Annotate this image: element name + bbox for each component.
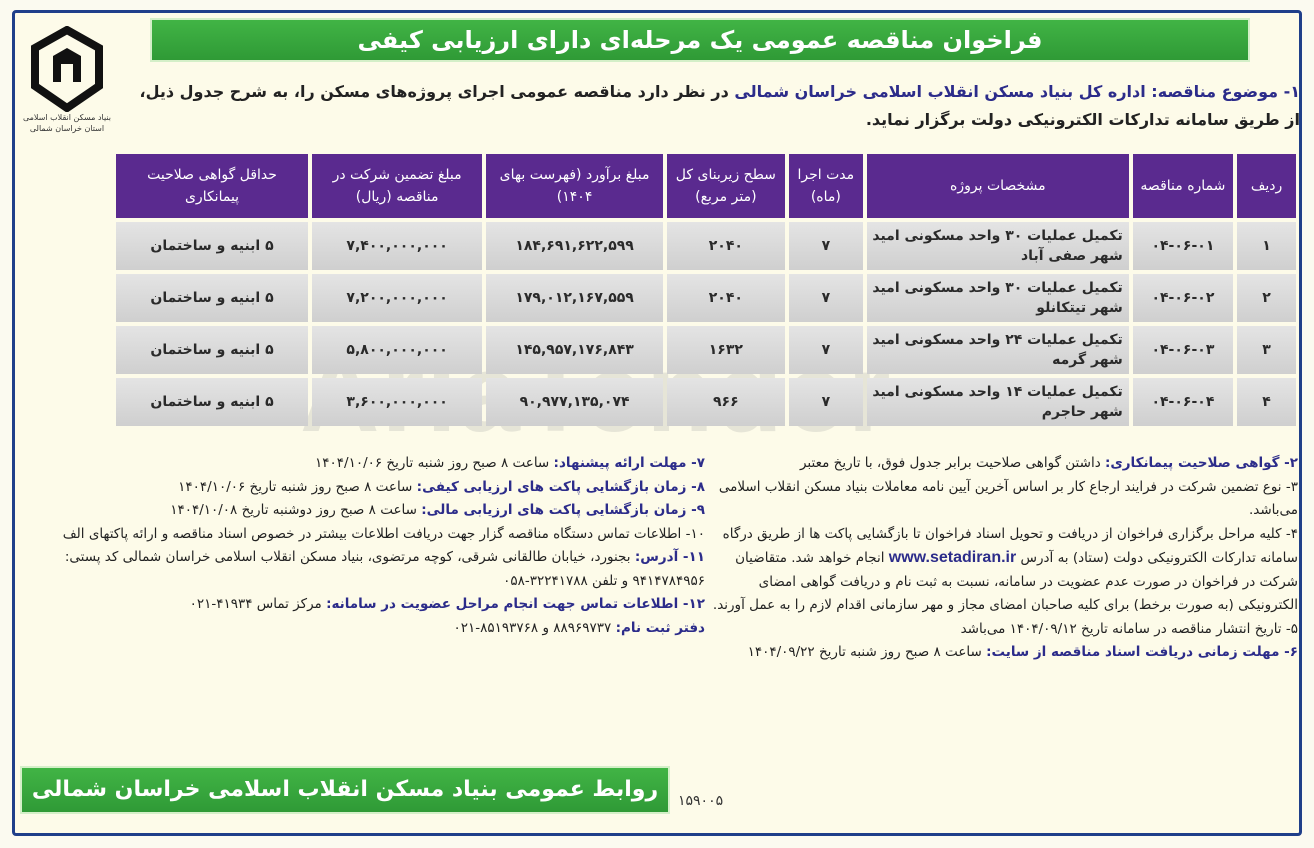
table-cell: ۷ xyxy=(788,222,863,270)
table-cell: ۹۶۶ xyxy=(666,378,785,426)
table-row: ۴ ۰۴-۰۶-۰۴ تکمیل عملیات ۱۴ واحد مسکونی امی… xyxy=(116,378,1296,426)
table-cell: ۹۰,۹۷۷,۱۳۵,۰۷۴ xyxy=(486,378,663,426)
table-cell: ۵ ابنیه و ساختمان xyxy=(116,378,309,426)
table-cell: ۷ xyxy=(788,326,863,374)
intro-paragraph: ۱- موضوع مناقصه: اداره کل بنیاد مسکن انق… xyxy=(120,78,1300,134)
setadiran-link[interactable]: www.setadiran.ir xyxy=(888,549,1017,566)
condition-text: ۵- تاریخ انتشار مناقصه در سامانه تاریخ ۱… xyxy=(960,620,1298,637)
table-cell: ۷ xyxy=(788,378,863,426)
table-cell: تکمیل عملیات ۳۰ واحد مسکونی امید شهر صفی… xyxy=(866,222,1129,270)
column-header: ردیف xyxy=(1237,154,1296,218)
table-cell: ۷ xyxy=(788,274,863,322)
table-cell: ۱ xyxy=(1237,222,1296,270)
conditions-right: ۲- گواهی صلاحیت پیمانکاری: داشتن گواهی ص… xyxy=(710,452,1298,665)
table-cell: ۰۴-۰۶-۰۳ xyxy=(1132,326,1234,374)
table-cell: ۱۸۴,۶۹۱,۶۲۲,۵۹۹ xyxy=(486,222,663,270)
condition-text: ۸۸۹۶۹۷۳۷ و ۸۵۱۹۳۷۶۸-۰۲۱ xyxy=(453,619,612,636)
condition-label: ۶- مهلت زمانی دریافت اسناد مناقصه از سای… xyxy=(986,644,1298,660)
condition-text: داشتن گواهی صلاحیت برابر جدول فوق، با تا… xyxy=(799,455,1101,471)
intro-label: ۱- موضوع مناقصه: xyxy=(1151,82,1300,101)
condition-item: دفتر ثبت نام: ۸۸۹۶۹۷۳۷ و ۸۵۱۹۳۷۶۸-۰۲۱ xyxy=(40,617,705,641)
logo: بنیاد مسکن انقلاب اسلامی استان خراسان شم… xyxy=(22,26,112,176)
table-cell: ۴ xyxy=(1237,378,1296,426)
table-row: ۲ ۰۴-۰۶-۰۲ تکمیل عملیات ۳۰ واحد مسکونی امی… xyxy=(116,274,1296,322)
condition-text: ۴- کلیه مراحل برگزاری فراخوان از دریافت … xyxy=(722,525,1298,567)
logo-text: بنیاد مسکن انقلاب اسلامی استان خراسان شم… xyxy=(22,113,112,133)
condition-text: ساعت ۸ صبح روز شنبه تاریخ ۱۴۰۴/۱۰/۰۶ xyxy=(315,455,550,471)
table-cell: ۷,۴۰۰,۰۰۰,۰۰۰ xyxy=(312,222,483,270)
condition-text: ۱۰- اطلاعات تماس دستگاه مناقصه گزار جهت … xyxy=(62,525,705,542)
condition-label: ۱۱- آدرس: xyxy=(634,549,705,565)
column-header: مبلغ تضمین شرکت در مناقصه (ریال) xyxy=(312,154,483,218)
condition-label: ۹- زمان بازگشایی پاکت های ارزیابی مالی: xyxy=(421,502,705,518)
condition-text: بجنورد، خیابان طالقانی شرقی، کوچه مرتضوی… xyxy=(64,549,705,589)
condition-item: ۷- مهلت ارائه پیشنهاد: ساعت ۸ صبح روز شن… xyxy=(40,452,705,476)
condition-item: ۳- نوع تضمین شرکت در فرایند ارجاع کار بر… xyxy=(710,476,1298,523)
column-header: مدت اجرا (ماه) xyxy=(788,154,863,218)
table-cell: ۲۰۴۰ xyxy=(666,222,785,270)
table-cell: ۰۴-۰۶-۰۴ xyxy=(1132,378,1234,426)
condition-label: ۸- زمان بازگشایی پاکت های ارزیابی کیفی: xyxy=(416,478,705,495)
table-row: ۱ ۰۴-۰۶-۰۱ تکمیل عملیات ۳۰ واحد مسکونی امی… xyxy=(116,222,1296,270)
condition-item: ۹- زمان بازگشایی پاکت های ارزیابی مالی: … xyxy=(40,499,705,523)
table-cell: ۵,۸۰۰,۰۰۰,۰۰۰ xyxy=(312,326,483,374)
condition-item: ۱۰- اطلاعات تماس دستگاه مناقصه گزار جهت … xyxy=(40,523,705,547)
condition-text: ساعت ۸ صبح روز شنبه تاریخ ۱۴۰۴/۰۹/۲۲ xyxy=(747,644,982,660)
projects-table: ردیف شماره مناقصه مشخصات پروژه مدت اجرا (ما… xyxy=(112,150,1300,430)
condition-item: ۴- کلیه مراحل برگزاری فراخوان از دریافت … xyxy=(710,523,1298,618)
column-header: سطح زیربنای کل (متر مربع) xyxy=(666,154,785,218)
table-cell: ۱۷۹,۰۱۲,۱۶۷,۵۵۹ xyxy=(486,274,663,322)
table-cell: ۲۰۴۰ xyxy=(666,274,785,322)
table-cell: ۵ ابنیه و ساختمان xyxy=(116,274,309,322)
condition-item: ۱۲- اطلاعات تماس جهت انجام مراحل عضویت د… xyxy=(40,593,705,617)
conditions-left: ۷- مهلت ارائه پیشنهاد: ساعت ۸ صبح روز شن… xyxy=(40,452,705,640)
table-cell: ۷,۲۰۰,۰۰۰,۰۰۰ xyxy=(312,274,483,322)
condition-item: ۱۱- آدرس: بجنورد، خیابان طالقانی شرقی، ک… xyxy=(40,546,705,593)
table-cell: ۱۶۳۲ xyxy=(666,326,785,374)
column-header: مبلغ برآورد (فهرست بهای ۱۴۰۴) xyxy=(486,154,663,218)
condition-item: ۶- مهلت زمانی دریافت اسناد مناقصه از سای… xyxy=(710,641,1298,665)
bonyad-maskan-logo-icon xyxy=(31,26,103,112)
column-header: شماره مناقصه xyxy=(1132,154,1234,218)
condition-text: ۳- نوع تضمین شرکت در فرایند ارجاع کار بر… xyxy=(718,478,1298,519)
condition-item: ۸- زمان بازگشایی پاکت های ارزیابی کیفی: … xyxy=(40,476,705,500)
column-header: مشخصات پروژه xyxy=(866,154,1129,218)
intro-org: اداره کل بنیاد مسکن انقلاب اسلامی خراسان… xyxy=(734,82,1146,101)
condition-label: ۲- گواهی صلاحیت پیمانکاری: xyxy=(1105,455,1298,471)
condition-label: دفتر ثبت نام: xyxy=(615,619,705,636)
table-cell: ۰۴-۰۶-۰۲ xyxy=(1132,274,1234,322)
intro-text: در نظر دارد مناقصه عمومی اجرای پروژه‌های… xyxy=(139,82,1300,129)
table-cell: ۳ xyxy=(1237,326,1296,374)
condition-label: ۱۲- اطلاعات تماس جهت انجام مراحل عضویت د… xyxy=(326,596,705,612)
table-cell: ۰۴-۰۶-۰۱ xyxy=(1132,222,1234,270)
table-cell: ۵ ابنیه و ساختمان xyxy=(116,222,309,270)
table-cell: ۲ xyxy=(1237,274,1296,322)
condition-text: ساعت ۸ صبح روز دوشنبه تاریخ ۱۴۰۴/۱۰/۰۸ xyxy=(170,502,417,518)
table-cell: ۳,۶۰۰,۰۰۰,۰۰۰ xyxy=(312,378,483,426)
ad-code: ۱۵۹۰۰۵ xyxy=(678,793,724,809)
table-cell: تکمیل عملیات ۱۴ واحد مسکونی امید شهر حاج… xyxy=(866,378,1129,426)
table-row: ۳ ۰۴-۰۶-۰۳ تکمیل عملیات ۲۴ واحد مسکونی امی… xyxy=(116,326,1296,374)
condition-item: ۵- تاریخ انتشار مناقصه در سامانه تاریخ ۱… xyxy=(710,618,1298,642)
table-cell: تکمیل عملیات ۳۰ واحد مسکونی امید شهر تیت… xyxy=(866,274,1129,322)
notice-title: فراخوان مناقصه عمومی یک مرحله‌ای دارای ا… xyxy=(150,18,1250,62)
condition-label: ۷- مهلت ارائه پیشنهاد: xyxy=(553,455,705,471)
table-cell: تکمیل عملیات ۲۴ واحد مسکونی امید شهر گرم… xyxy=(866,326,1129,374)
condition-text: مرکز تماس ۴۱۹۳۴-۰۲۱ xyxy=(189,596,322,612)
footer-banner: روابط عمومی بنیاد مسکن انقلاب اسلامی خرا… xyxy=(20,766,670,814)
condition-text: ساعت ۸ صبح روز شنبه تاریخ ۱۴۰۴/۱۰/۰۶ xyxy=(178,478,413,495)
condition-text: انجام خواهد شد. متقاضیان شرکت در فراخوان… xyxy=(712,550,1298,613)
table-cell: ۱۴۵,۹۵۷,۱۷۶,۸۴۳ xyxy=(486,326,663,374)
column-header: حداقل گواهی صلاحیت پیمانکاری xyxy=(116,154,309,218)
table-cell: ۵ ابنیه و ساختمان xyxy=(116,326,309,374)
condition-item: ۲- گواهی صلاحیت پیمانکاری: داشتن گواهی ص… xyxy=(710,452,1298,476)
